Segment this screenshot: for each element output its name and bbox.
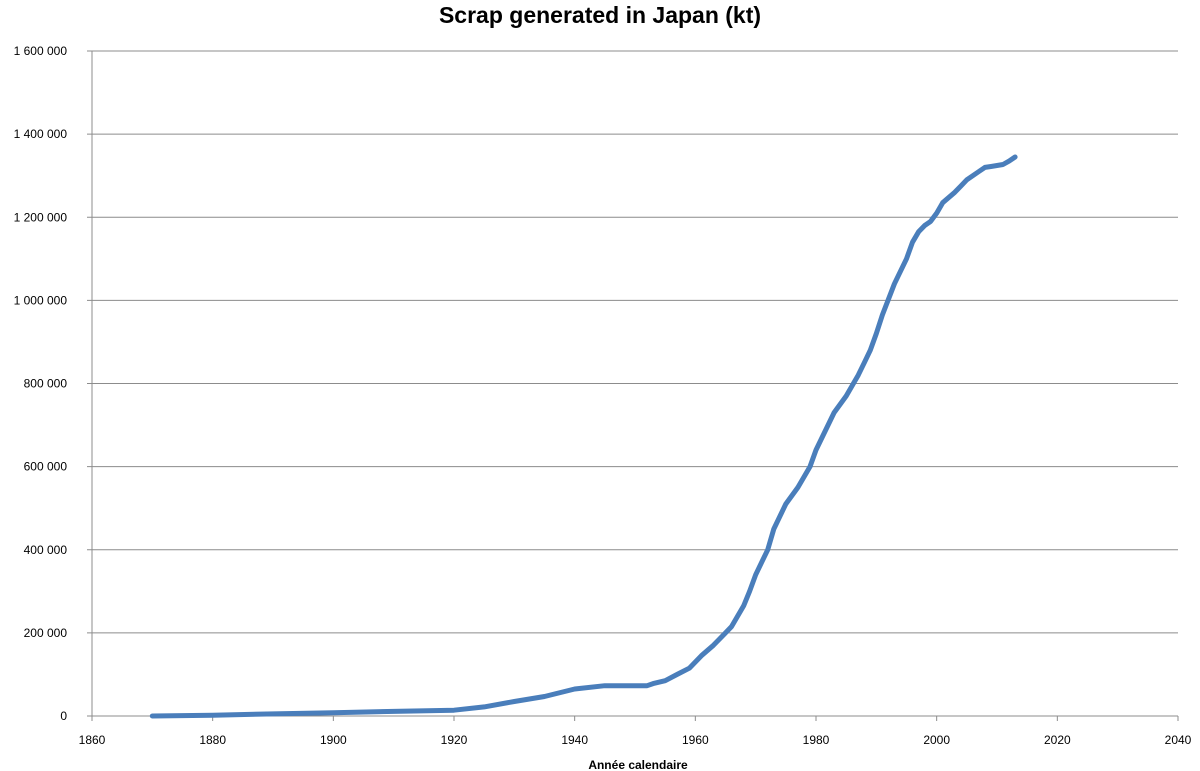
x-tick-label: 1880 — [199, 733, 226, 747]
x-tick-labels: 1860 1880 1900 1920 1940 1960 1980 2000 2020 2040 — [79, 733, 1192, 747]
x-tick-label: 1920 — [441, 733, 468, 747]
y-tick-label: 1 200 000 — [14, 210, 68, 224]
y-tick-label: 1 000 000 — [14, 293, 68, 307]
x-tick-label: 2000 — [923, 733, 950, 747]
y-tick-label: 400 000 — [24, 543, 68, 557]
y-tick-label: 600 000 — [24, 460, 68, 474]
y-tick-label: 200 000 — [24, 626, 68, 640]
y-tick-label: 1 600 000 — [14, 44, 68, 58]
y-tick-label: 1 400 000 — [14, 127, 68, 141]
x-axis-title: Année calendaire — [588, 758, 688, 771]
gridlines — [92, 50, 1178, 634]
x-tick-label: 1980 — [803, 733, 830, 747]
x-tick-label: 2020 — [1044, 733, 1071, 747]
x-tick-label: 1860 — [79, 733, 106, 747]
x-tick-label: 1940 — [561, 733, 588, 747]
x-tick-label: 2040 — [1165, 733, 1192, 747]
y-tick-labels: 0 200 000 400 000 600 000 800 000 1 000 000 1 … — [14, 44, 68, 723]
x-tick-label: 1960 — [682, 733, 709, 747]
series-line — [149, 154, 1018, 719]
series-layer — [149, 154, 1018, 719]
chart-title: Scrap generated in Japan (kt) — [438, 2, 762, 28]
axes — [87, 50, 1179, 721]
x-tick-label: 1900 — [320, 733, 347, 747]
y-tick-label: 800 000 — [24, 377, 68, 391]
y-tick-label: 0 — [60, 709, 67, 723]
